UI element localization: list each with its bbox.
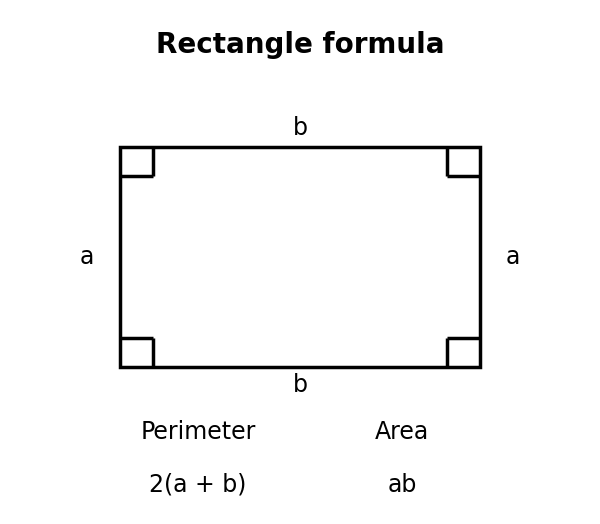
Text: 2(a + b): 2(a + b): [149, 473, 247, 497]
Bar: [120, 147, 480, 367]
Text: b: b: [293, 116, 308, 140]
Text: a: a: [506, 245, 520, 269]
Text: ab: ab: [388, 473, 416, 497]
Text: Area: Area: [375, 420, 429, 444]
Text: Perimeter: Perimeter: [140, 420, 256, 444]
Text: Rectangle formula: Rectangle formula: [156, 30, 444, 59]
Text: a: a: [80, 245, 94, 269]
Text: b: b: [293, 373, 308, 397]
